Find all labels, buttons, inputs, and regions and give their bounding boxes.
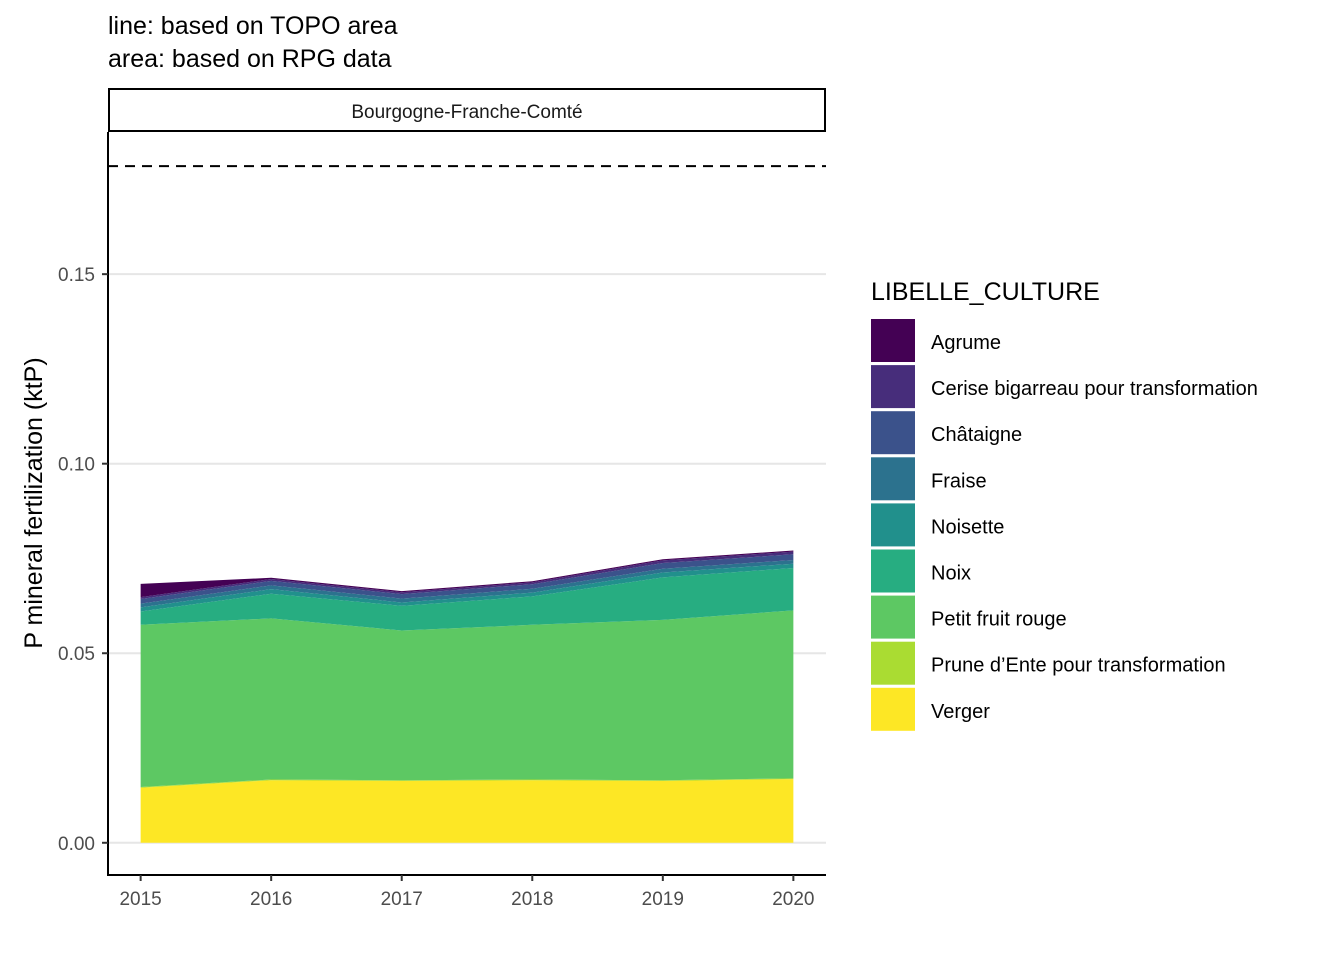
legend-swatch-6 [871, 595, 915, 639]
legend-title: LIBELLE_CULTURE [871, 278, 1100, 306]
y-axis-ticks: 0.00 0.05 0.10 0.15 [58, 265, 108, 855]
x-tick-label-3: 2018 [511, 889, 553, 910]
stacked-areas [140, 550, 794, 843]
y-tick-label-2: 0.10 [58, 455, 95, 476]
x-axis-ticks: 2015 2016 2017 2018 2019 2020 [119, 875, 815, 910]
area-fraise [140, 559, 794, 608]
area-noix [140, 567, 794, 631]
legend-label-4: Noisette [931, 516, 1004, 538]
legend-swatch-5 [871, 549, 915, 593]
legend-swatch-3 [871, 457, 915, 501]
chart-subtitle-line-1: line: based on TOPO area [108, 12, 398, 40]
facet-strip [108, 88, 826, 132]
legend-label-1: Cerise bigarreau pour transformation [931, 378, 1258, 400]
legend-label-2: Châtaigne [931, 424, 1022, 446]
x-tick-label-1: 2016 [250, 889, 292, 910]
chart-subtitle-line-2: area: based on RPG data [108, 45, 392, 73]
facet-strip-label: Bourgogne-Franche-Comté [351, 102, 582, 123]
x-tick-label-0: 2015 [119, 889, 161, 910]
area-petit-fruit-rouge [140, 610, 794, 788]
area-agrume [140, 550, 794, 598]
area-verger [140, 779, 794, 843]
legend: Agrume Cerise bigarreau pour transformati… [871, 319, 1258, 731]
area-prune-d-ente-pour-transformation [140, 778, 794, 788]
legend-swatch-4 [871, 503, 915, 547]
y-tick-label-0: 0.00 [58, 834, 95, 855]
y-axis-title: P mineral fertilization (ktP) [20, 357, 48, 648]
area-noisette [140, 563, 794, 612]
y-tick-label-1: 0.05 [58, 644, 95, 665]
y-tick-label-3: 0.15 [58, 265, 95, 286]
area-cha-taigne [140, 554, 794, 604]
legend-swatch-2 [871, 411, 915, 455]
x-tick-label-4: 2019 [642, 889, 684, 910]
legend-label-7: Prune d’Ente pour transformation [931, 655, 1226, 677]
legend-label-3: Fraise [931, 470, 987, 492]
legend-swatch-8 [871, 687, 915, 731]
legend-label-6: Petit fruit rouge [931, 609, 1067, 631]
legend-swatch-7 [871, 641, 915, 685]
legend-label-0: Agrume [931, 332, 1001, 354]
legend-label-5: Noix [931, 563, 971, 585]
legend-label-8: Verger [931, 701, 990, 723]
x-tick-label-2: 2017 [381, 889, 423, 910]
area-cerise-bigarreau-pour-transformation [140, 551, 794, 600]
legend-swatch-0 [871, 319, 915, 362]
legend-swatch-1 [871, 365, 915, 409]
x-tick-label-5: 2020 [772, 889, 814, 910]
